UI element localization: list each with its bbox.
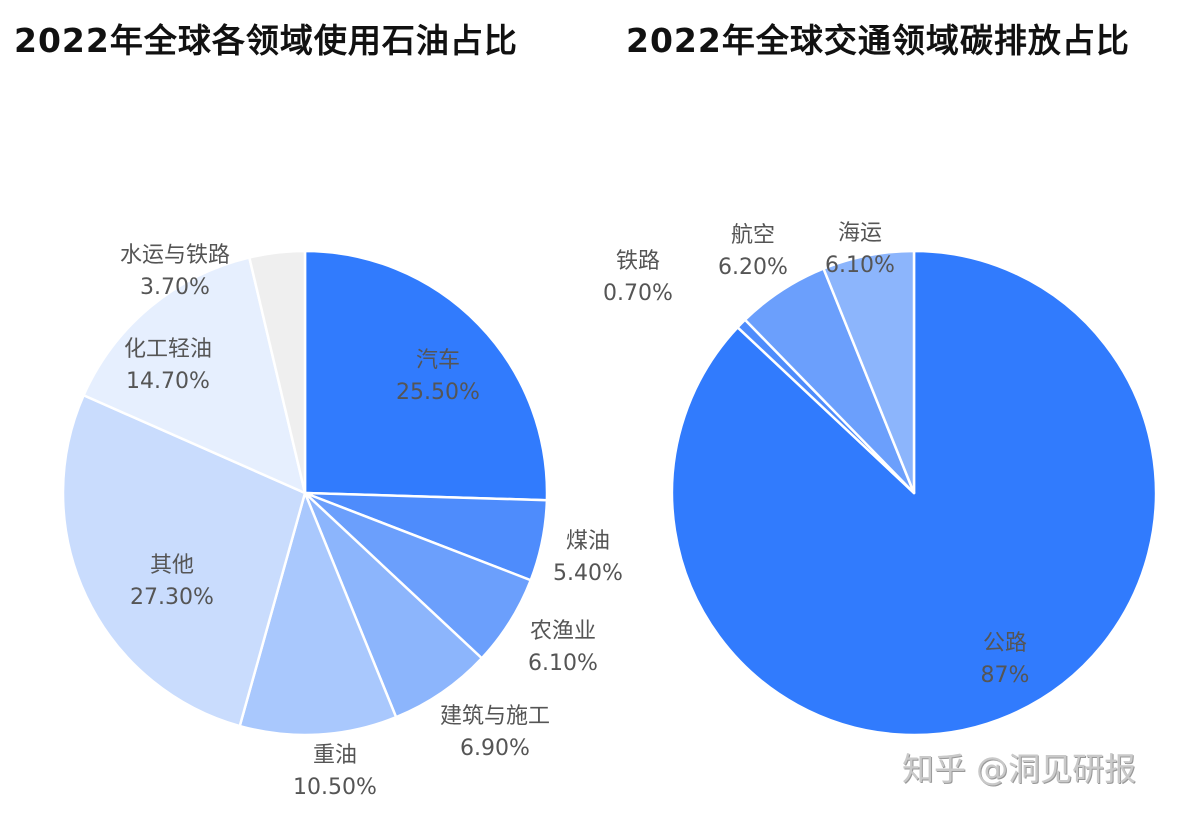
slice-value: 10.50% bbox=[293, 775, 377, 800]
slice-value: 3.70% bbox=[140, 275, 210, 300]
left-chart-title: 2022年全球各领域使用石油占比 bbox=[14, 21, 518, 60]
pie-slice bbox=[248, 249, 307, 495]
slice-label: 公路 bbox=[983, 631, 1027, 656]
pie-slice bbox=[61, 393, 307, 728]
pie-slice bbox=[303, 249, 549, 502]
slice-label: 铁路 bbox=[616, 249, 660, 274]
slice-label: 煤油 bbox=[566, 529, 610, 554]
pie-slice bbox=[303, 491, 484, 719]
slice-label: 重油 bbox=[313, 743, 357, 768]
pie-slice bbox=[238, 491, 398, 737]
slice-value: 6.10% bbox=[528, 651, 598, 676]
pie-slice bbox=[822, 249, 916, 495]
watermark: 知乎 @洞见研报 bbox=[902, 750, 1137, 788]
slice-value: 5.40% bbox=[553, 561, 623, 586]
slice-value: 0.70% bbox=[603, 281, 673, 306]
slice-value: 14.70% bbox=[126, 369, 210, 394]
slice-label: 汽车 bbox=[416, 348, 460, 373]
slice-label: 水运与铁路 bbox=[120, 243, 230, 268]
pie-slice bbox=[82, 256, 307, 495]
slice-label: 化工轻油 bbox=[124, 337, 212, 362]
slice-label: 其他 bbox=[150, 553, 194, 578]
slice-label: 海运 bbox=[838, 221, 882, 246]
slice-value: 6.90% bbox=[460, 736, 530, 761]
slice-value: 87% bbox=[981, 663, 1030, 688]
slice-value: 6.10% bbox=[825, 253, 895, 278]
slice-label: 建筑与施工 bbox=[440, 704, 550, 729]
right-chart-title: 2022年全球交通领域碳排放占比 bbox=[626, 21, 1130, 60]
slice-label: 农渔业 bbox=[530, 619, 596, 644]
slice-value: 6.20% bbox=[718, 255, 788, 280]
slice-value: 27.30% bbox=[130, 585, 214, 610]
slice-label: 航空 bbox=[731, 223, 775, 248]
slice-value: 25.50% bbox=[396, 380, 480, 405]
